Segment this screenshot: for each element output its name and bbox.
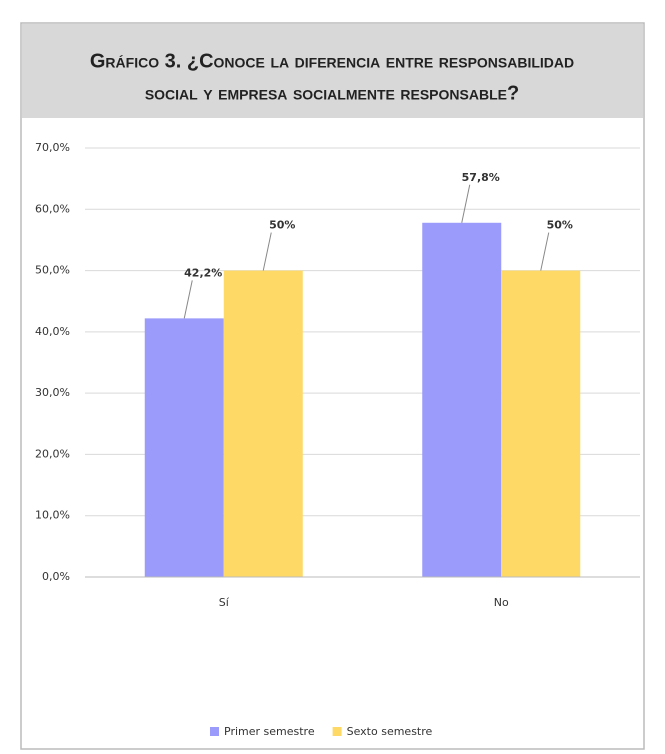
leader-line [262, 232, 272, 271]
y-tick-label: 0,0% [42, 570, 70, 583]
data-label: 50% [269, 219, 295, 232]
data-label: 42,2% [184, 266, 222, 279]
y-tick-label: 50,0% [35, 264, 70, 277]
y-tick-label: 10,0% [35, 509, 70, 522]
data-label: 50% [547, 219, 573, 232]
x-tick-label: Sí [219, 596, 230, 609]
leader-line [540, 232, 550, 271]
bar [223, 270, 303, 577]
bar [144, 318, 224, 577]
legend-swatch [332, 727, 342, 736]
legend-swatch [210, 727, 219, 736]
x-tick-label: No [494, 596, 509, 609]
bar [422, 222, 502, 578]
y-tick-label: 40,0% [35, 325, 70, 338]
title-band [22, 24, 643, 118]
y-tick-label: 20,0% [35, 447, 70, 460]
y-tick-label: 60,0% [35, 202, 70, 215]
legend-label: Sexto semestre [347, 725, 433, 738]
data-label: 57,8% [462, 171, 500, 184]
frame [20, 22, 645, 750]
y-tick-label: 70,0% [35, 141, 70, 154]
legend-label: Primer semestre [224, 725, 315, 738]
chart-title: Gráfico 3. ¿Conoce la diferencia entre r… [90, 50, 574, 72]
y-tick-label: 30,0% [35, 386, 70, 399]
leader-line [461, 184, 471, 223]
chart-title: social y empresa socialmente responsable… [145, 82, 519, 104]
leader-line [183, 280, 193, 319]
bar [501, 270, 581, 577]
